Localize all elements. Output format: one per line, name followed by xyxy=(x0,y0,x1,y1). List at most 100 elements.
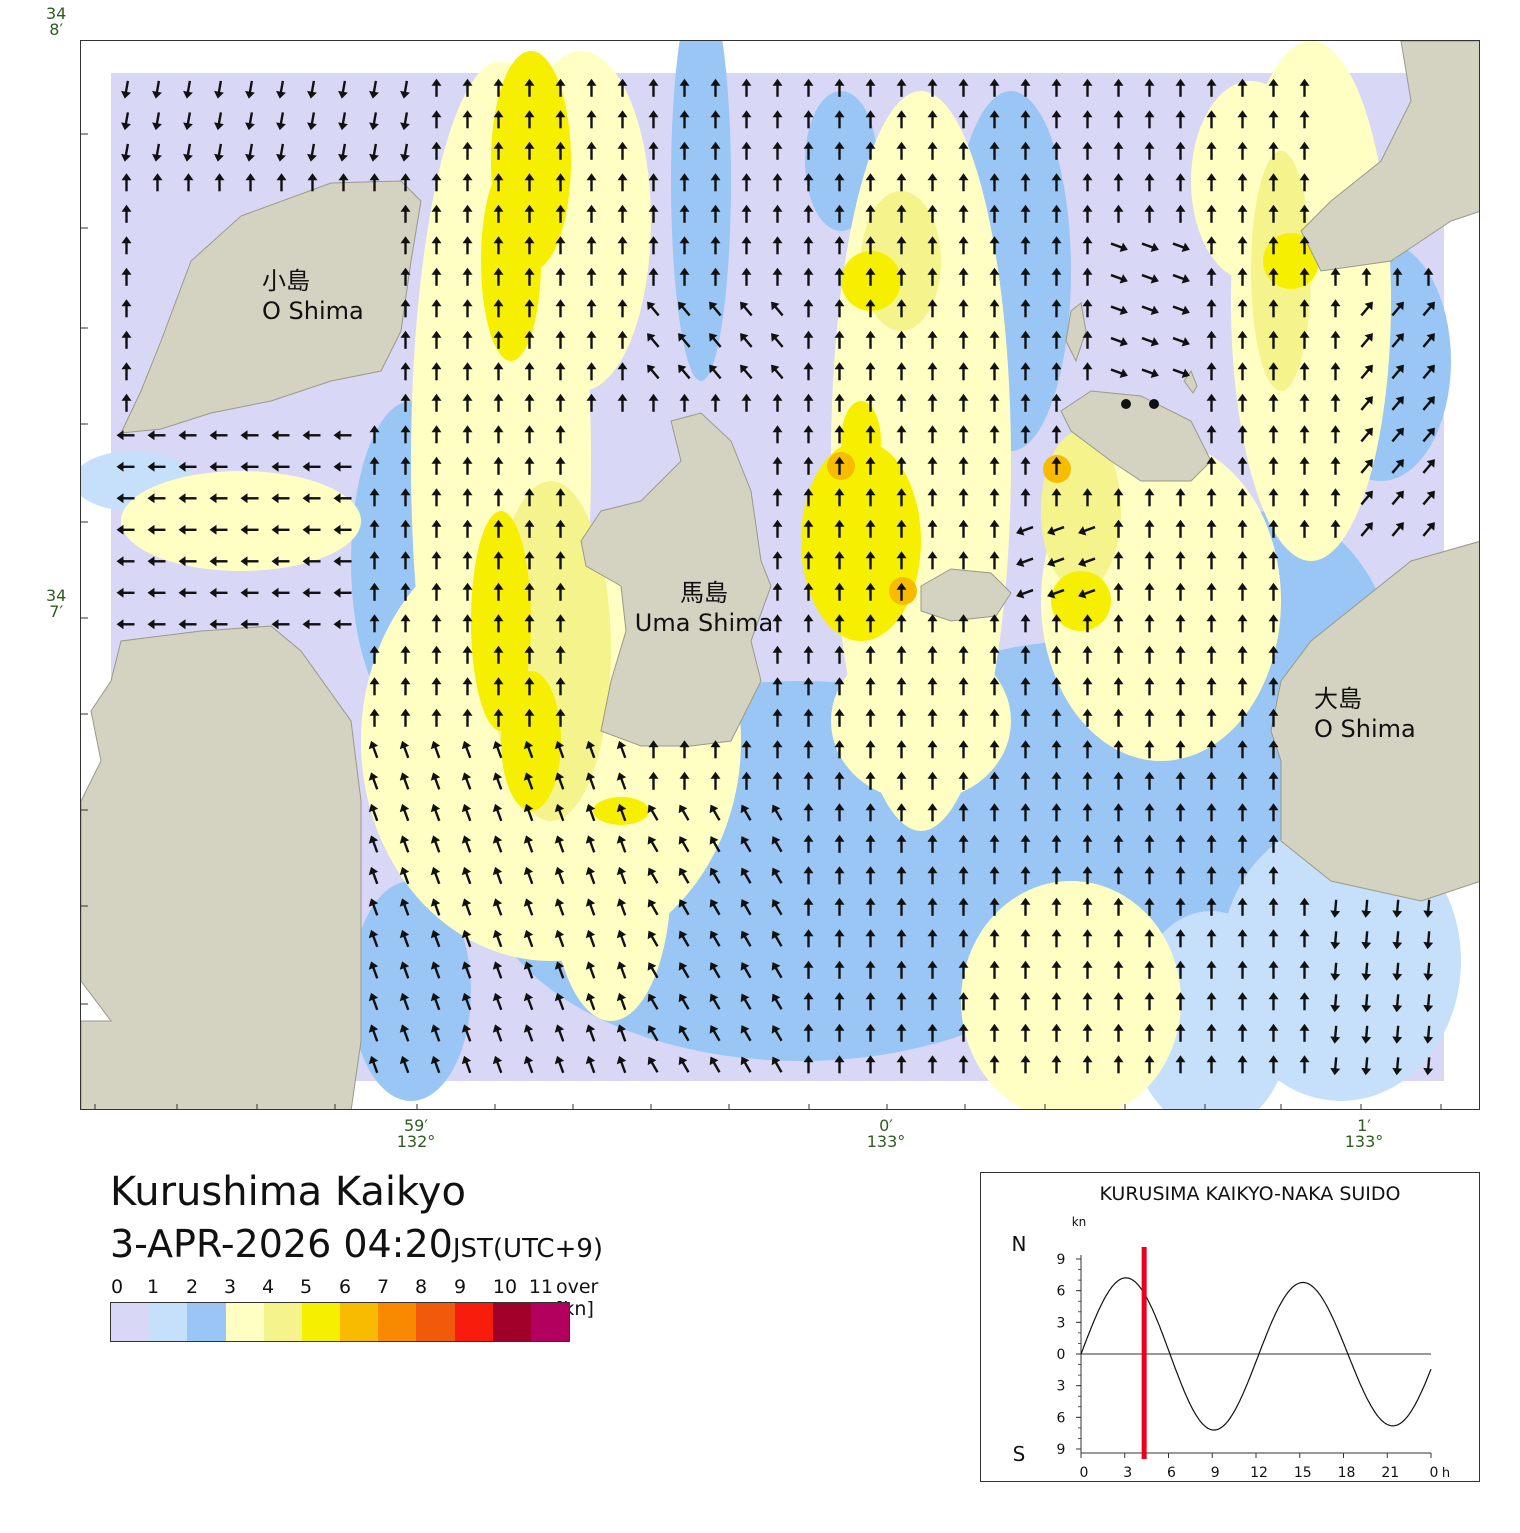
vector-arrow xyxy=(616,898,627,916)
speed-zone xyxy=(491,51,571,271)
vector-arrow xyxy=(1330,931,1341,950)
vector-arrow xyxy=(209,461,228,472)
vector-arrow xyxy=(1330,899,1341,918)
vector-arrow xyxy=(1206,267,1217,286)
vector-arrow xyxy=(1113,708,1124,727)
vector-arrow xyxy=(1175,1055,1186,1074)
tide-x-tick-label: 21 xyxy=(1381,1465,1399,1481)
vector-arrow xyxy=(1268,929,1279,948)
legend-label: 2 xyxy=(185,1276,199,1298)
vector-arrow xyxy=(617,141,628,160)
vector-arrow xyxy=(834,425,845,444)
vector-arrow xyxy=(803,1055,814,1074)
vector-arrow xyxy=(834,330,845,349)
vector-arrow xyxy=(865,1023,876,1042)
vector-arrow xyxy=(1051,78,1062,97)
vector-arrow xyxy=(803,330,814,349)
vector-arrow xyxy=(493,708,504,727)
vector-arrow xyxy=(1299,1055,1310,1074)
vector-arrow xyxy=(896,110,907,129)
vector-arrow xyxy=(462,551,473,570)
vector-arrow xyxy=(1144,866,1155,885)
vector-arrow xyxy=(617,362,628,381)
vector-arrow xyxy=(927,551,938,570)
vector-arrow xyxy=(523,929,534,948)
vector-arrow xyxy=(896,645,907,664)
vector-arrow xyxy=(1082,960,1093,979)
vector-arrow xyxy=(462,141,473,160)
vector-arrow xyxy=(709,301,722,317)
vector-arrow xyxy=(1392,1057,1403,1076)
vector-arrow xyxy=(989,551,1000,570)
vector-arrow xyxy=(1082,1023,1093,1042)
lon-min: 1′ xyxy=(1357,1116,1371,1135)
vector-arrow xyxy=(1144,141,1155,160)
vector-arrow xyxy=(585,929,596,948)
vector-arrow xyxy=(245,112,255,131)
vector-arrow xyxy=(709,962,721,979)
vector-arrow xyxy=(1299,960,1310,979)
legend-label: 9 xyxy=(453,1276,467,1298)
vector-arrow xyxy=(803,173,814,192)
vector-arrow xyxy=(1237,1055,1248,1074)
vector-arrow xyxy=(554,1024,565,1042)
vector-arrow xyxy=(1237,393,1248,412)
vector-arrow xyxy=(1299,173,1310,192)
vector-arrow xyxy=(1020,456,1031,475)
vector-arrow xyxy=(771,993,783,1010)
vector-arrow xyxy=(1175,614,1186,633)
vector-arrow xyxy=(462,708,473,727)
vector-arrow xyxy=(1113,110,1124,129)
vector-arrow xyxy=(803,740,814,759)
vector-arrow xyxy=(555,551,566,570)
vector-arrow xyxy=(1175,488,1186,507)
vector-arrow xyxy=(121,173,132,192)
vector-arrow xyxy=(834,992,845,1011)
vector-arrow xyxy=(1268,834,1279,853)
vector-arrow xyxy=(710,141,721,160)
vector-arrow xyxy=(555,267,566,286)
vector-arrow xyxy=(399,992,410,1011)
vector-arrow xyxy=(1361,1025,1372,1044)
vector-arrow xyxy=(586,173,597,192)
vector-arrow xyxy=(555,204,566,223)
vector-arrow xyxy=(896,992,907,1011)
vector-arrow xyxy=(555,582,566,601)
speed-zone xyxy=(889,577,917,605)
vector-arrow xyxy=(431,614,442,633)
vector-arrow xyxy=(1082,173,1093,192)
legend-scale: 0 1 2 3 4 5 6 7 8 9 10 11 over [kn] xyxy=(110,1276,670,1320)
vector-arrow xyxy=(1206,551,1217,570)
vector-arrow xyxy=(1141,242,1159,253)
vector-arrow xyxy=(989,456,1000,475)
vector-arrow xyxy=(1020,425,1031,444)
vector-arrow xyxy=(523,1024,534,1042)
vector-arrow xyxy=(1299,519,1310,538)
vector-arrow xyxy=(1391,396,1404,411)
vector-arrow xyxy=(369,582,380,601)
legend-swatch xyxy=(149,1303,188,1341)
vector-arrow xyxy=(834,1055,845,1074)
vector-arrow xyxy=(493,299,504,318)
vector-arrow xyxy=(147,619,166,630)
vector-arrow xyxy=(1113,488,1124,507)
vector-arrow xyxy=(1172,242,1190,253)
vector-arrow xyxy=(989,236,1000,255)
vector-arrow xyxy=(1144,110,1155,129)
vector-arrow xyxy=(554,835,565,853)
lat-deg: 34 xyxy=(46,4,67,23)
tide-curve xyxy=(1080,1277,1432,1431)
vector-arrow xyxy=(431,299,442,318)
vector-arrow xyxy=(271,430,290,441)
vector-arrow xyxy=(1047,557,1065,568)
vector-arrow xyxy=(1175,866,1186,885)
vector-arrow xyxy=(1206,78,1217,97)
vector-arrow xyxy=(1268,708,1279,727)
vector-arrow xyxy=(1237,456,1248,475)
vector-arrow xyxy=(369,551,380,570)
vector-arrow xyxy=(616,1024,627,1042)
vector-arrow xyxy=(152,112,162,131)
vector-arrow xyxy=(1141,305,1159,316)
vector-arrow xyxy=(1175,204,1186,223)
vector-arrow xyxy=(121,80,131,99)
